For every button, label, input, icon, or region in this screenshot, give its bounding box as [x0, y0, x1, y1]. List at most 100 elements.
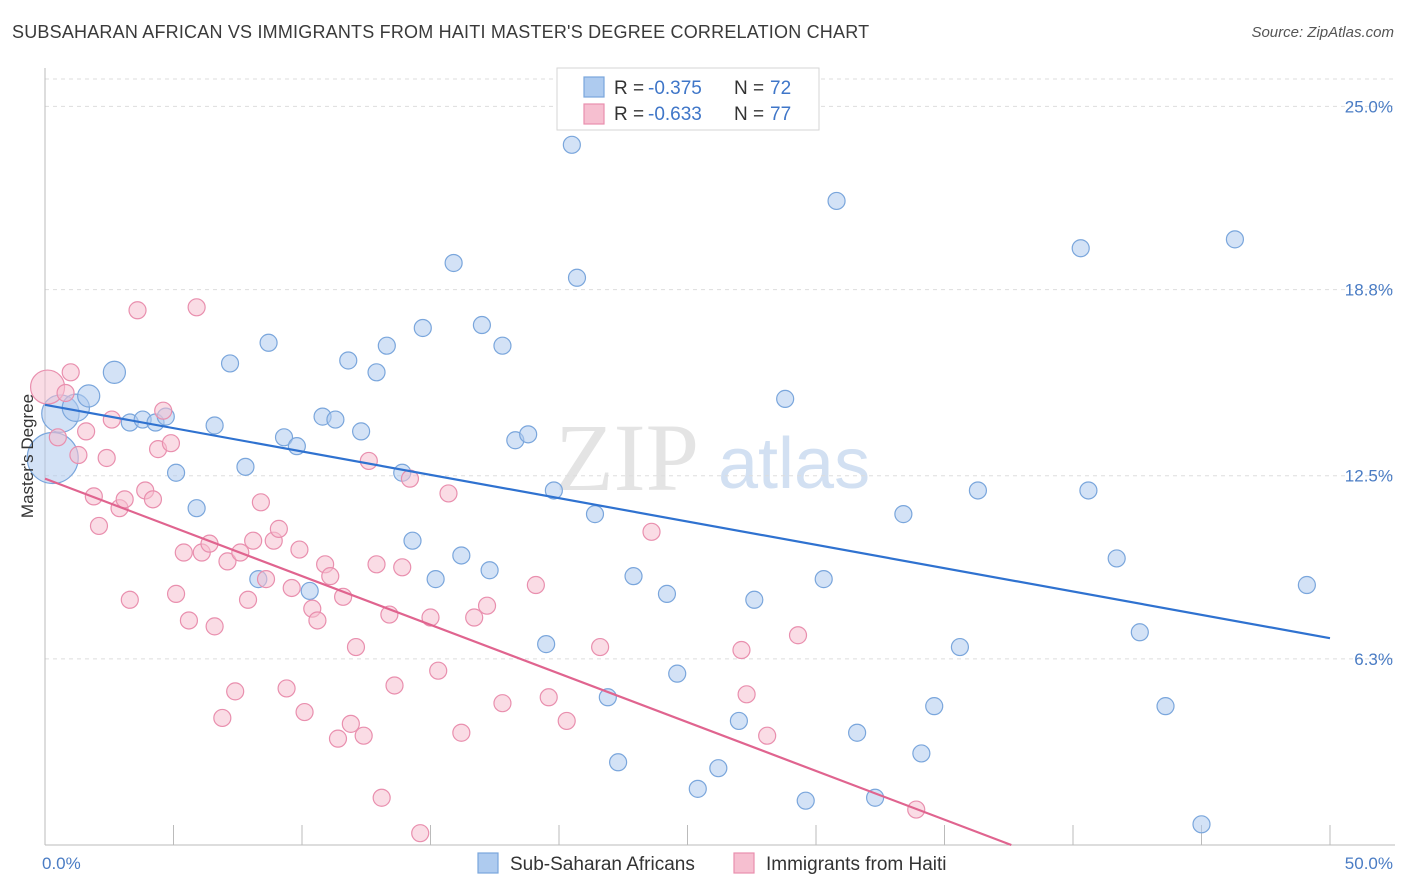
data-point-sub-saharan: [377, 336, 396, 355]
data-point-sub-saharan: [848, 723, 867, 742]
data-point-sub-saharan: [968, 481, 988, 500]
data-point-haiti: [256, 570, 276, 589]
data-point-haiti: [295, 702, 314, 722]
y-tick-label: 6.3%: [1354, 650, 1393, 669]
data-point-haiti: [187, 298, 206, 317]
data-point-sub-saharan: [776, 389, 795, 408]
bottom-legend: Sub-Saharan Africans Immigrants from Hai…: [477, 852, 947, 875]
data-point-sub-saharan: [1192, 815, 1211, 834]
data-point-haiti: [97, 448, 116, 468]
data-point-haiti: [539, 688, 558, 707]
data-point-haiti: [120, 590, 139, 609]
watermark-zip: ZIP: [555, 404, 699, 511]
y-tick-label: 18.8%: [1345, 281, 1393, 300]
data-point-haiti: [143, 490, 163, 509]
legend-n-value-2: 77: [770, 104, 791, 125]
legend-box: R = -0.375 N = 72 R = -0.633 N = 77: [556, 67, 820, 131]
data-point-sub-saharan: [352, 422, 371, 441]
y-tick-label: 12.5%: [1345, 467, 1393, 486]
data-point-haiti: [166, 584, 186, 603]
data-point-haiti: [213, 708, 232, 728]
data-point-haiti: [359, 451, 378, 471]
data-point-haiti: [385, 676, 404, 695]
data-point-haiti: [642, 522, 661, 541]
data-point-sub-saharan: [472, 315, 491, 335]
data-point-sub-saharan: [1130, 623, 1149, 642]
data-point-haiti: [102, 410, 121, 429]
data-point-haiti: [244, 531, 263, 550]
data-point-sub-saharan: [444, 253, 463, 273]
data-point-haiti: [493, 694, 512, 713]
data-point-sub-saharan: [827, 191, 846, 211]
data-point-sub-saharan: [1156, 697, 1175, 716]
data-point-haiti: [218, 552, 237, 571]
data-point-sub-saharan: [480, 561, 499, 580]
data-point-haiti: [77, 422, 96, 441]
data-point-sub-saharan: [339, 351, 358, 370]
data-point-sub-saharan: [1071, 239, 1090, 258]
trend-line-haiti: [44, 477, 1012, 847]
data-point-haiti: [226, 682, 245, 701]
data-point-sub-saharan: [1079, 481, 1098, 500]
data-point-sub-saharan: [537, 635, 556, 654]
trend-line-sub-saharan: [44, 403, 1331, 640]
data-point-haiti: [251, 493, 270, 512]
data-point-sub-saharan: [624, 567, 643, 586]
data-point-sub-saharan: [950, 637, 970, 657]
data-point-sub-saharan: [668, 664, 687, 683]
data-point-haiti: [161, 434, 181, 453]
gridlines: [45, 78, 1395, 660]
data-point-sub-saharan: [894, 505, 913, 524]
data-point-sub-saharan: [452, 546, 471, 565]
legend-n-label-1: N =: [734, 78, 764, 99]
legend-swatch-blue: [583, 76, 605, 98]
data-point-sub-saharan: [1225, 230, 1245, 249]
data-point-haiti: [788, 626, 808, 645]
data-point-sub-saharan: [413, 318, 432, 338]
data-point-sub-saharan: [426, 570, 445, 589]
x-tick-label: 50.0%: [1345, 854, 1393, 873]
bottom-legend-label-blue: Sub-Saharan Africans: [510, 854, 695, 875]
data-point-haiti: [89, 516, 109, 536]
series-immigrants-from-haiti: [29, 298, 926, 843]
legend-r-label-1: R =: [614, 78, 644, 99]
x-tick-label: 0.0%: [42, 854, 81, 873]
data-point-sub-saharan: [567, 268, 587, 287]
data-point-sub-saharan: [77, 384, 101, 408]
data-point-sub-saharan: [729, 711, 749, 731]
y-axis-label: Master's Degree: [18, 394, 37, 518]
legend-n-label-2: N =: [734, 104, 764, 125]
data-point-haiti: [429, 661, 448, 680]
data-point-sub-saharan: [259, 333, 278, 352]
data-point-haiti: [56, 383, 75, 403]
data-point-haiti: [526, 575, 545, 595]
trend-lines: [44, 403, 1331, 847]
data-point-sub-saharan: [367, 363, 386, 382]
data-point-haiti: [341, 714, 360, 733]
data-point-sub-saharan: [403, 531, 422, 550]
data-point-haiti: [465, 608, 484, 627]
data-point-haiti: [367, 555, 386, 574]
data-point-haiti: [732, 640, 751, 660]
data-point-haiti: [115, 490, 134, 509]
data-point-sub-saharan: [1107, 549, 1126, 568]
data-point-sub-saharan: [912, 744, 931, 763]
data-point-sub-saharan: [274, 428, 294, 447]
legend-r-value-1: -0.375: [648, 78, 702, 99]
data-point-sub-saharan: [300, 581, 319, 601]
chart-title: SUBSAHARAN AFRICAN VS IMMIGRANTS FROM HA…: [12, 22, 870, 42]
data-point-sub-saharan: [519, 425, 538, 444]
data-point-haiti: [354, 726, 373, 745]
data-point-haiti: [179, 611, 199, 630]
source-label: Source: ZipAtlas.com: [1251, 24, 1394, 41]
data-point-haiti: [238, 590, 258, 609]
bottom-legend-swatch-blue: [477, 852, 499, 874]
data-point-sub-saharan: [796, 791, 815, 810]
legend-r-value-2: -0.633: [648, 104, 702, 125]
bottom-legend-label-pink: Immigrants from Haiti: [766, 854, 947, 875]
data-point-sub-saharan: [925, 697, 944, 716]
data-point-sub-saharan: [544, 481, 563, 500]
data-point-sub-saharan: [745, 590, 764, 609]
data-point-haiti: [69, 445, 88, 465]
